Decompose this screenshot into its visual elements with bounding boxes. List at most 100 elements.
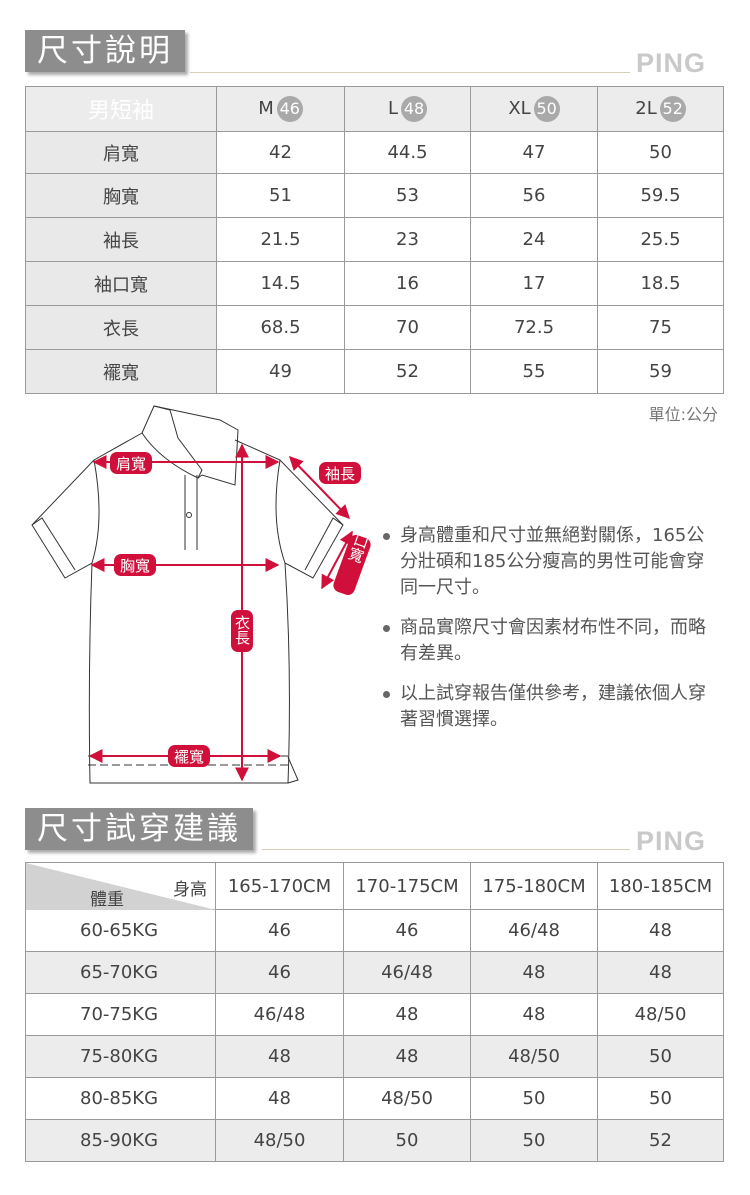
sleeve-length-arrow bbox=[289, 455, 350, 520]
table-row: 衣長 68.5 70 72.5 75 bbox=[25, 305, 724, 350]
ping-logo: PING bbox=[636, 48, 707, 78]
recommended-size: 46 bbox=[343, 909, 471, 952]
size-header-2l: 2L 52 bbox=[597, 86, 724, 132]
recommended-size: 48 bbox=[215, 1035, 344, 1078]
measurement-value: 72.5 bbox=[470, 305, 598, 350]
table-header-row: 身高 體重 165-170CM 170-175CM 175-180CM 180-… bbox=[25, 862, 724, 910]
table-row: 襬寬 49 52 55 59 bbox=[25, 349, 724, 394]
recommended-size: 46 bbox=[215, 909, 344, 952]
weight-range: 80-85KG bbox=[25, 1077, 216, 1120]
button-icon bbox=[186, 512, 192, 518]
weight-range: 60-65KG bbox=[25, 909, 216, 952]
recommended-size: 48/50 bbox=[470, 1035, 598, 1078]
measurement-value: 68.5 bbox=[216, 305, 345, 350]
label-chest: 胸寬 bbox=[120, 557, 150, 575]
divider bbox=[262, 849, 630, 850]
recommended-size: 48 bbox=[470, 951, 598, 994]
height-header: 175-180CM bbox=[470, 862, 598, 910]
height-header: 180-185CM bbox=[597, 862, 724, 910]
label-length: 衣長 bbox=[233, 615, 251, 645]
recommended-size: 48 bbox=[597, 909, 724, 952]
size-chart-table: 男短袖 M 46 L 48 XL 50 2L 52 肩寬 42 44.5 47 50 胸寬 51 53… bbox=[25, 86, 724, 394]
notes-list: 身高體重和尺寸並無絕對關係，165公分壯碩和185公分瘦高的男性可能會穿同一尺寸… bbox=[383, 523, 713, 747]
recommended-size: 48 bbox=[597, 951, 724, 994]
recommended-size: 48 bbox=[343, 1035, 471, 1078]
table-header-row: 男短袖 M 46 L 48 XL 50 2L 52 bbox=[25, 86, 724, 132]
recommended-size: 52 bbox=[597, 1119, 724, 1162]
weight-range: 70-75KG bbox=[25, 993, 216, 1036]
table-row: 60-65KG 46 46 46/48 48 bbox=[25, 909, 724, 952]
table-row: 胸寬 51 53 56 59.5 bbox=[25, 173, 724, 218]
measurement-name: 襬寬 bbox=[25, 349, 217, 394]
size-label: M bbox=[258, 98, 274, 119]
section-title-size-chart: 尺寸說明 bbox=[25, 30, 185, 72]
label-sleeve-length: 袖長 bbox=[325, 465, 355, 483]
recommended-size: 48/50 bbox=[215, 1119, 344, 1162]
divider bbox=[190, 72, 630, 73]
measurement-value: 44.5 bbox=[344, 131, 471, 174]
size-label: 2L bbox=[635, 98, 657, 119]
recommended-size: 50 bbox=[470, 1119, 598, 1162]
recommended-size: 48 bbox=[215, 1077, 344, 1120]
product-name: 男短袖 bbox=[25, 86, 217, 132]
note-item: 以上試穿報告僅供參考，建議依個人穿著習慣選擇。 bbox=[383, 681, 713, 733]
size-number-badge: 52 bbox=[659, 96, 686, 122]
fit-chart-table: 身高 體重 165-170CM 170-175CM 175-180CM 180-… bbox=[25, 862, 724, 1162]
measurement-value: 18.5 bbox=[597, 261, 724, 306]
measurement-value: 53 bbox=[344, 173, 471, 218]
measurement-value: 25.5 bbox=[597, 217, 724, 262]
recommended-size: 48/50 bbox=[343, 1077, 471, 1120]
table-row: 肩寬 42 44.5 47 50 bbox=[25, 131, 724, 174]
measurement-value: 24 bbox=[470, 217, 598, 262]
shirt-diagram: 肩寬 胸寬 襬寬 袖長 衣長 袖口寬 bbox=[31, 405, 377, 784]
measurement-name: 肩寬 bbox=[25, 131, 217, 174]
measurement-value: 49 bbox=[216, 349, 345, 394]
measurement-value: 47 bbox=[470, 131, 598, 174]
label-hem: 襬寬 bbox=[174, 748, 204, 766]
corner-weight-label: 體重 bbox=[90, 890, 124, 910]
recommended-size: 50 bbox=[597, 1035, 724, 1078]
measurement-value: 51 bbox=[216, 173, 345, 218]
section-title-fit-chart: 尺寸試穿建議 bbox=[25, 808, 253, 850]
recommended-size: 48/50 bbox=[597, 993, 724, 1036]
measurement-value: 52 bbox=[344, 349, 471, 394]
measurement-value: 50 bbox=[597, 131, 724, 174]
recommended-size: 46/48 bbox=[215, 993, 344, 1036]
size-number-badge: 50 bbox=[533, 96, 560, 122]
size-header-m: M 46 bbox=[216, 86, 345, 132]
weight-range: 65-70KG bbox=[25, 951, 216, 994]
measurement-value: 21.5 bbox=[216, 217, 345, 262]
measurement-name: 袖口寬 bbox=[25, 261, 217, 306]
recommended-size: 46/48 bbox=[343, 951, 471, 994]
recommended-size: 48 bbox=[470, 993, 598, 1036]
corner-header: 身高 體重 bbox=[25, 862, 216, 910]
size-header-l: L 48 bbox=[344, 86, 471, 132]
ping-logo: PING bbox=[636, 826, 707, 856]
measurement-value: 59.5 bbox=[597, 173, 724, 218]
weight-range: 85-90KG bbox=[25, 1119, 216, 1162]
size-label: L bbox=[387, 98, 399, 119]
measurement-value: 16 bbox=[344, 261, 471, 306]
measurement-value: 59 bbox=[597, 349, 724, 394]
table-row: 65-70KG 46 46/48 48 48 bbox=[25, 951, 724, 994]
measurement-value: 75 bbox=[597, 305, 724, 350]
cuff-arrow bbox=[321, 530, 353, 590]
table-row: 袖口寬 14.5 16 17 18.5 bbox=[25, 261, 724, 306]
table-row: 70-75KG 46/48 48 48 48/50 bbox=[25, 993, 724, 1036]
height-header: 165-170CM bbox=[215, 862, 344, 910]
table-row: 85-90KG 48/50 50 50 52 bbox=[25, 1119, 724, 1162]
measurement-value: 23 bbox=[344, 217, 471, 262]
recommended-size: 46/48 bbox=[470, 909, 598, 952]
table-row: 80-85KG 48 48/50 50 50 bbox=[25, 1077, 724, 1120]
measurement-value: 56 bbox=[470, 173, 598, 218]
measurement-value: 70 bbox=[344, 305, 471, 350]
corner-height-label: 身高 bbox=[173, 880, 207, 900]
height-header: 170-175CM bbox=[343, 862, 471, 910]
recommended-size: 50 bbox=[343, 1119, 471, 1162]
note-item: 商品實際尺寸會因素材布性不同，而略有差異。 bbox=[383, 615, 713, 667]
unit-label: 單位:公分 bbox=[648, 405, 718, 424]
size-header-xl: XL 50 bbox=[470, 86, 598, 132]
measurement-value: 14.5 bbox=[216, 261, 345, 306]
weight-range: 75-80KG bbox=[25, 1035, 216, 1078]
recommended-size: 48 bbox=[343, 993, 471, 1036]
